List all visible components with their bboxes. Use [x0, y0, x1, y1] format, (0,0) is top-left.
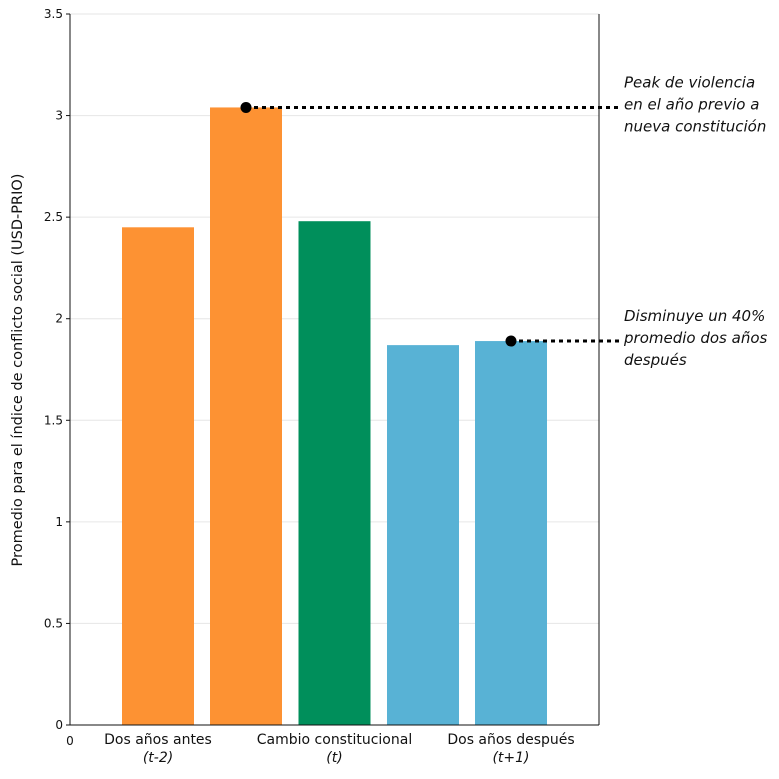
annotation-text: nueva constitución: [624, 117, 766, 135]
annotation-text: Disminuye un 40%: [624, 307, 765, 325]
y-tick-label: 1: [55, 515, 63, 529]
y-axis-label: Promedio para el índice de conflicto soc…: [10, 174, 26, 567]
y-tick-label: 0.5: [44, 616, 63, 630]
annotation-marker: [240, 101, 252, 113]
y-tick-label: 2: [55, 312, 63, 326]
annotation-text: en el año previo a: [624, 95, 759, 113]
category-labels: Dos años antes (t-2) Cambio constitucional…: [104, 732, 575, 766]
bar: [210, 107, 282, 725]
category-label: Dos años después: [447, 732, 574, 748]
axes: [69, 14, 600, 726]
y-tick-label: 1.5: [44, 413, 63, 427]
y-tick-label: 0: [55, 718, 63, 732]
bar: [387, 345, 459, 725]
y-tick-label: 3: [55, 109, 63, 123]
x-origin-label: 0: [66, 734, 74, 748]
bars: [122, 107, 547, 726]
bar: [122, 227, 194, 726]
category-sublabel: (t): [326, 750, 342, 766]
category-label: Dos años antes: [104, 732, 212, 748]
annotation-text: promedio dos años: [623, 329, 767, 347]
category-label: Cambio constitucional: [257, 732, 412, 748]
category-sublabel: (t+1): [492, 750, 529, 766]
bar: [475, 341, 547, 725]
category-sublabel: (t-2): [143, 750, 173, 766]
y-tick-label: 2.5: [44, 210, 63, 224]
y-tick-label: 3.5: [44, 7, 63, 21]
annotation-text: después: [624, 351, 687, 369]
y-ticks: 0 0.5 1 1.5 2 2.5 3 3.5: [44, 7, 70, 732]
annotations: Peak de violencia en el año previo a nueva…: [240, 73, 767, 369]
bar: [298, 221, 371, 725]
annotation-marker: [505, 335, 517, 347]
annotation-text: Peak de violencia: [624, 73, 755, 91]
